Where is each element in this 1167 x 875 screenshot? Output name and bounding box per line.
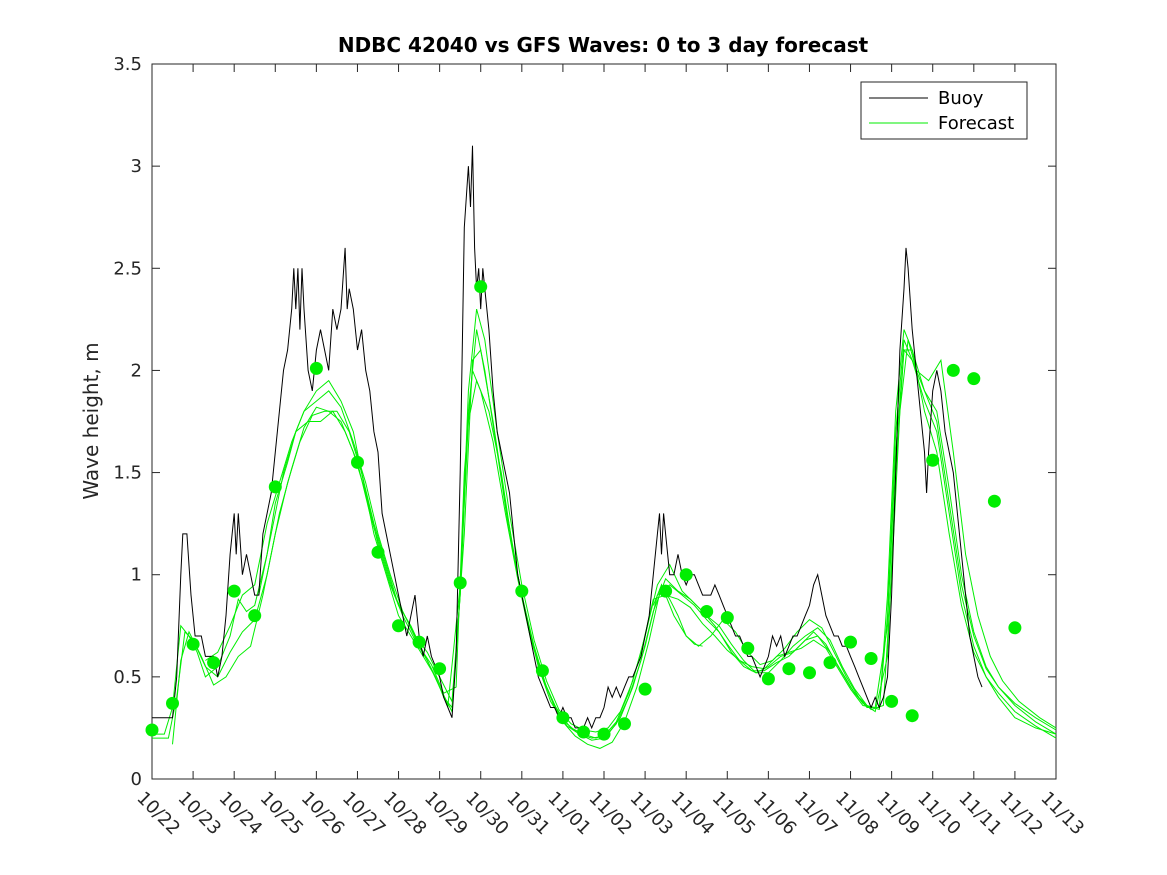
forecast-marker [946, 363, 960, 377]
forecast-marker [351, 455, 364, 469]
forecast-marker [371, 545, 385, 559]
forecast-marker [905, 709, 919, 723]
forecast-marker [700, 605, 714, 618]
forecast-marker [577, 725, 590, 739]
y-tick-label: 3 [131, 156, 142, 177]
forecast-marker [474, 280, 488, 294]
forecast-marker [412, 635, 426, 649]
forecast-line [652, 583, 703, 647]
legend-box [860, 81, 1028, 140]
forecast-marker [392, 619, 405, 633]
forecast-marker [761, 672, 775, 686]
forecast-marker [987, 494, 1001, 508]
forecast-marker [638, 682, 652, 696]
forecast-marker [885, 694, 899, 708]
y-tick-label: 0 [131, 769, 142, 790]
plot-area: 00.511.522.533.510/2210/2310/2410/2510/2… [113, 54, 1088, 839]
y-tick-label: 1 [131, 565, 142, 586]
forecast-marker [618, 717, 631, 731]
forecast-marker [926, 453, 940, 467]
forecast-marker [967, 372, 981, 386]
forecast-marker [782, 662, 796, 676]
y-tick-label: 3.5 [113, 54, 142, 75]
forecast-marker [268, 480, 282, 494]
forecast-marker [679, 568, 693, 582]
forecast-marker [227, 584, 241, 598]
forecast-marker [864, 652, 878, 665]
forecast-marker [659, 584, 673, 598]
forecast-marker [720, 611, 734, 625]
y-tick-label: 2 [131, 360, 142, 381]
y-tick-label: 1.5 [113, 463, 142, 484]
axes-frame [151, 63, 1057, 780]
forecast-marker [309, 361, 323, 375]
forecast-marker [741, 641, 755, 655]
forecast-marker [535, 664, 549, 678]
forecast-marker [823, 656, 837, 670]
forecast-marker [166, 696, 179, 710]
y-axis-label: Wave height, m [79, 342, 103, 499]
forecast-marker [844, 635, 857, 649]
y-tick-label: 2.5 [113, 258, 142, 279]
forecast-marker [453, 576, 467, 590]
chart-title: NDBC 42040 vs GFS Waves: 0 to 3 day fore… [338, 33, 869, 57]
forecast-marker [597, 727, 611, 741]
forecast-marker [248, 609, 262, 623]
forecast-line [172, 339, 1057, 749]
forecast-markers [145, 280, 1022, 741]
y-tick-label: 0.5 [113, 667, 142, 688]
forecast-marker [1008, 621, 1022, 635]
legend: Buoy Forecast [860, 81, 1028, 140]
axes-box [151, 63, 1057, 780]
legend-forecast-label: Forecast [938, 113, 1014, 134]
forecast-marker [186, 637, 200, 651]
forecast-marker [207, 656, 221, 670]
legend-buoy-label: Buoy [938, 88, 984, 109]
forecast-marker [145, 723, 159, 737]
forecast-marker [515, 584, 529, 598]
forecast-marker [803, 666, 816, 680]
forecast-marker [556, 711, 570, 725]
forecast-marker [433, 662, 447, 676]
